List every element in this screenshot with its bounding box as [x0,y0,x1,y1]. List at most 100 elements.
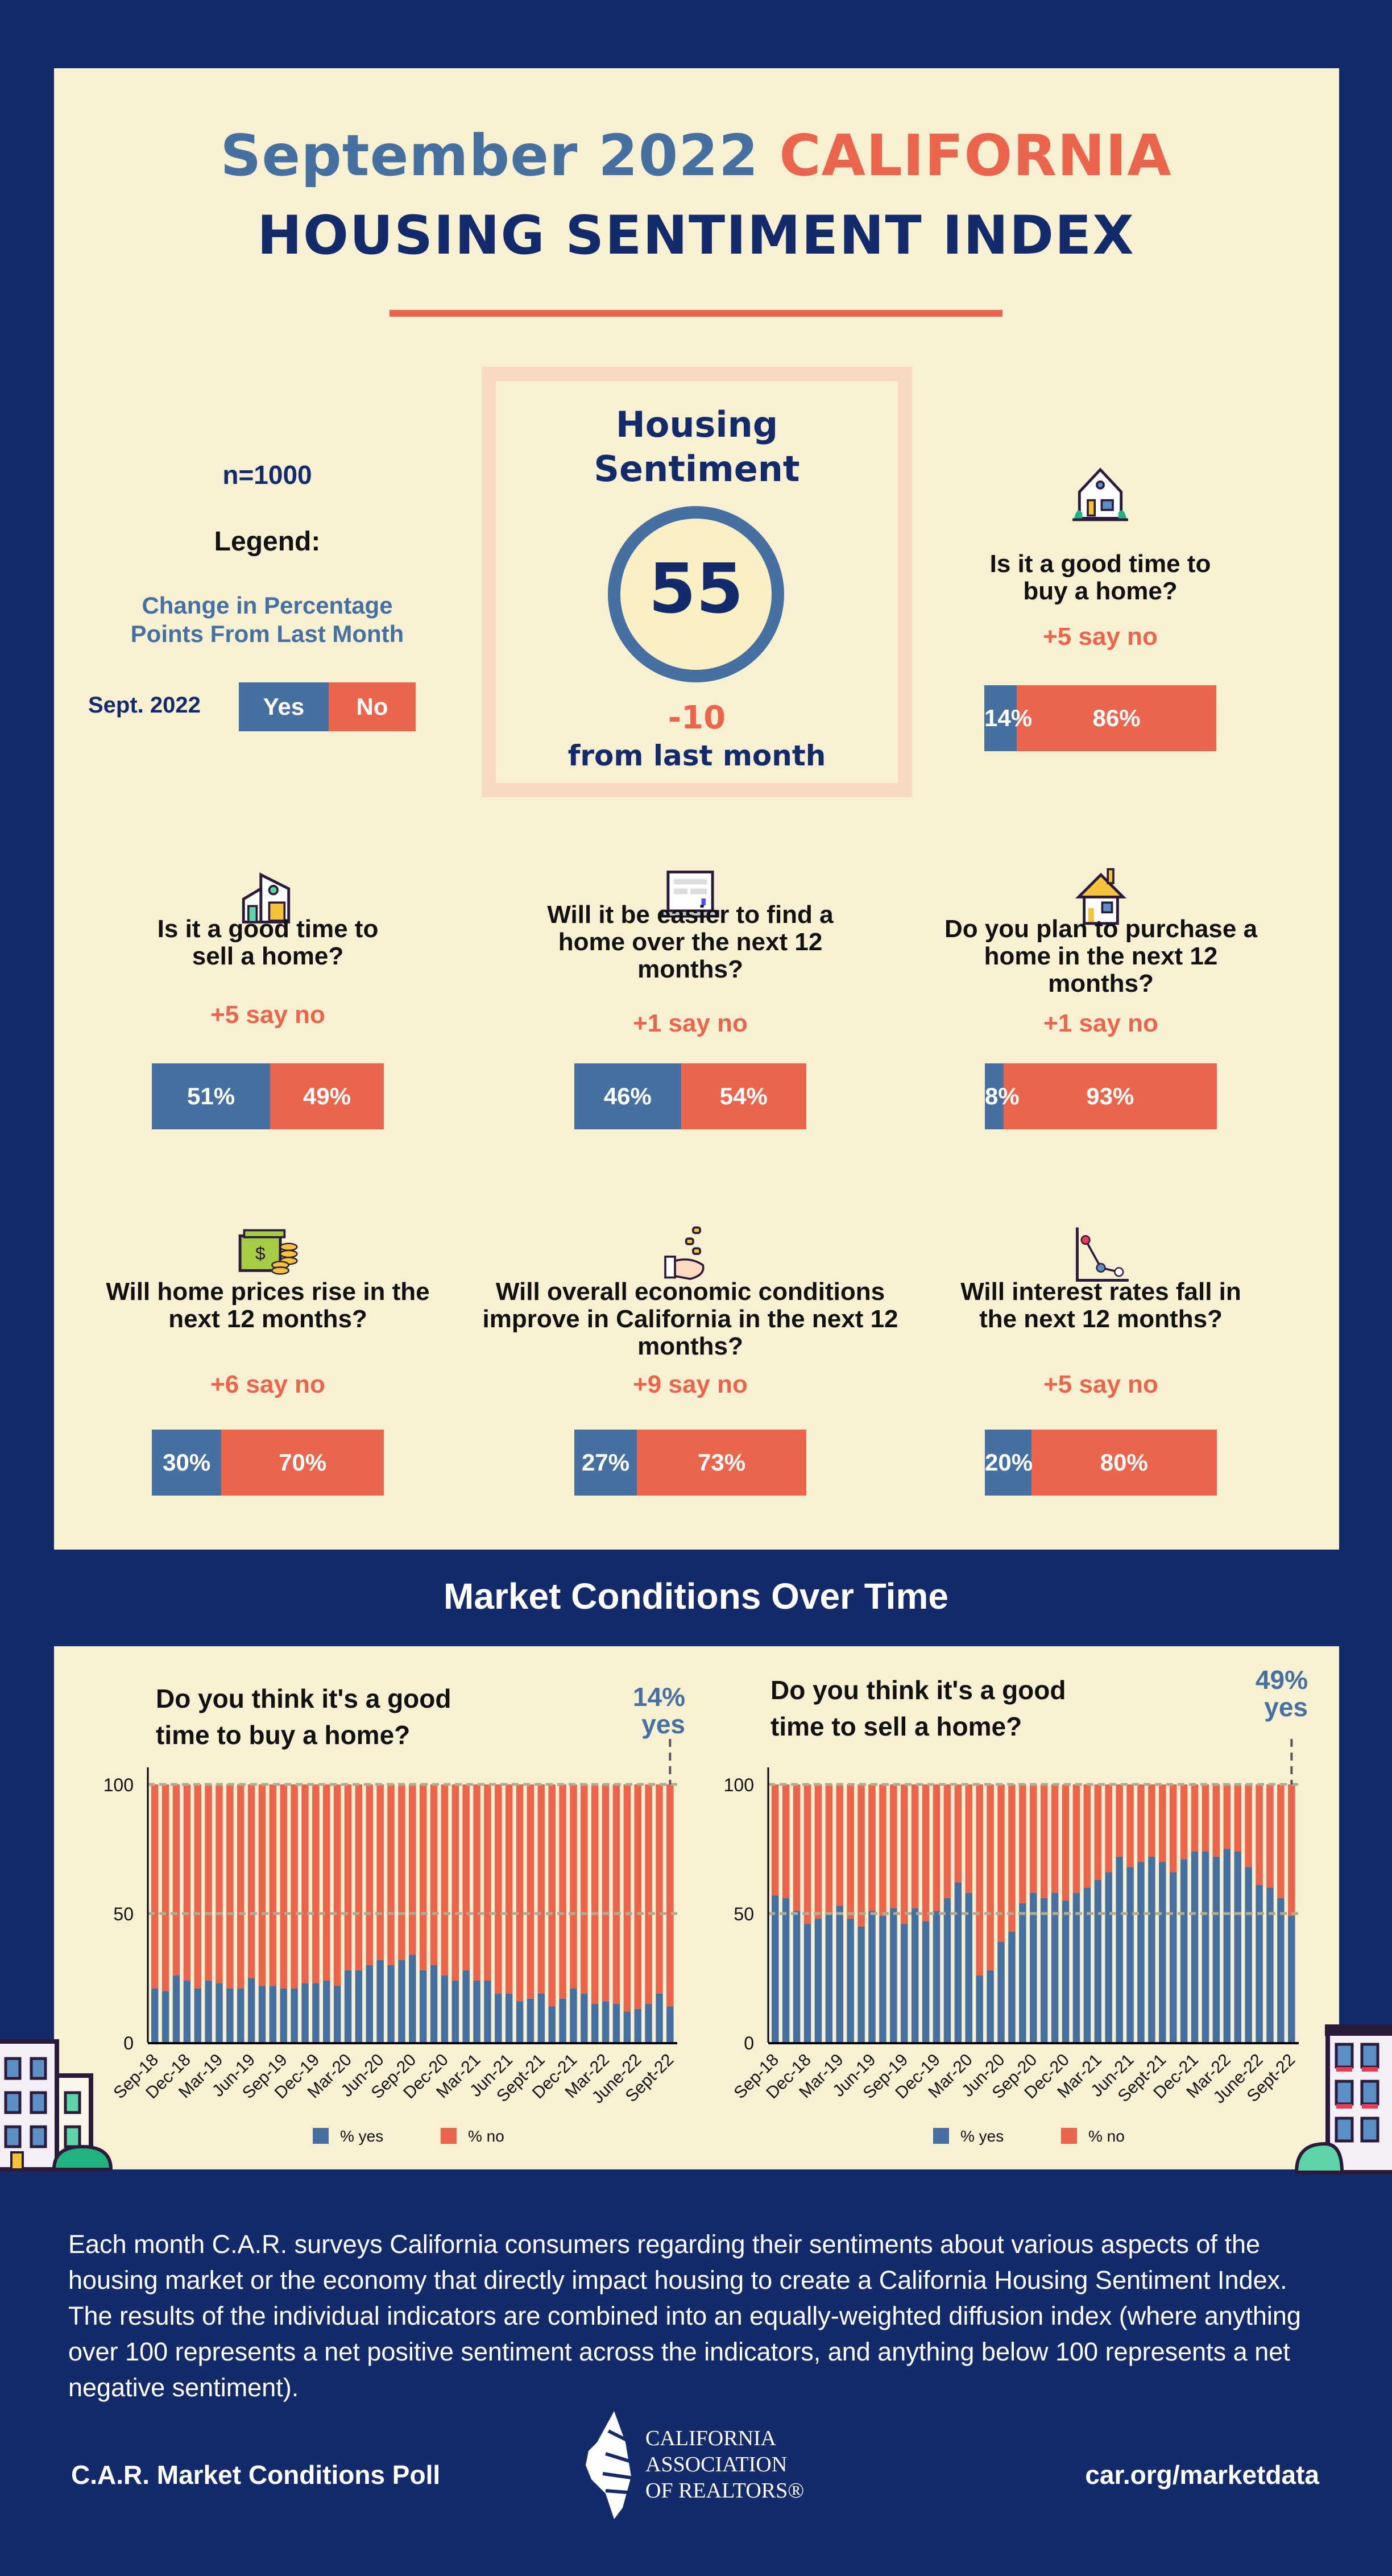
bar-no [194,1784,201,1989]
legend-label: % no [468,2127,504,2145]
legend-desc-line2: Points From Last Month [130,620,404,647]
bar-yes [376,1960,384,2043]
yes-segment: 27% [574,1430,637,1496]
bar-yes [656,1993,663,2043]
question-change: +1 say no [1043,1009,1158,1037]
bar-no [997,1784,1005,1942]
bar-no [879,1784,886,1916]
yes-label: 8% [985,1083,1020,1109]
title-divider [390,310,1002,317]
bar-no [634,1784,641,2009]
page-title-line1: September 2022 CALIFORNIA [0,122,1392,189]
bar-yes [1288,1916,1295,2043]
laptop-listing-icon [661,871,719,918]
svg-text:$: $ [255,1243,266,1264]
bar-no [868,1784,876,1911]
legend-swatch [1061,2128,1077,2144]
bar-no [570,1784,577,1989]
y-tick-label: 100 [724,1775,754,1795]
yes-label: 51% [187,1083,235,1109]
legend-period: Sept. 2022 [88,693,201,718]
bar-yes [570,1988,577,2043]
bar-no [965,1784,973,1893]
bar-no [387,1784,395,1965]
y-tick-label: 0 [744,2033,754,2053]
falling-chart-icon [1076,1227,1129,1282]
bar-no [301,1784,309,1983]
bar-no [1030,1784,1037,1893]
title-month: September 2022 [220,122,759,189]
bar-no [226,1784,234,1989]
bar-no [537,1784,545,1994]
bar-no [280,1784,287,1989]
bar-no [772,1784,779,1896]
bar-no [803,1784,811,1924]
question-change: +9 say no [633,1370,748,1398]
bar-yes [793,1911,801,2043]
bar-yes [537,1993,545,2043]
bar-no [247,1784,255,1978]
bar-no [1083,1784,1091,1888]
question-text: Do you plan to purchase a home in the ne… [944,915,1258,997]
question-result-bar: 46% 54% [574,1063,806,1129]
bar-no [205,1784,212,1981]
bar-yes [1245,1867,1252,2043]
question-text: Will it be easier to find a home over th… [547,901,834,983]
bar-yes [836,1906,843,2043]
bar-yes [312,1983,320,2043]
bar-yes [1191,1852,1199,2043]
bar-yes [782,1898,790,2043]
bar-no [793,1784,801,1911]
market-data-link[interactable]: car.org/marketdata [1085,2460,1319,2490]
bar-yes [398,1960,405,2043]
section-title: Market Conditions Over Time [444,1576,948,1617]
bar-yes [226,1988,234,2043]
bar-no [814,1784,822,1919]
legend-label: % yes [960,2127,1004,2145]
bar-yes [161,1991,169,2043]
bar-yes [172,1975,180,2043]
bar-no [836,1784,843,1906]
bar-yes [216,1983,223,2043]
bar-no [943,1784,951,1898]
legend-description: Change in Percentage Points From Last Mo… [80,591,455,648]
bar-no [548,1784,556,2007]
chart-title-line2: time to buy a home? [156,1720,411,1750]
bar-yes [1072,1892,1080,2043]
bar-no [1245,1784,1252,1867]
bar-no [1137,1784,1145,1862]
bar-no [409,1784,416,1955]
bar-yes [1019,1903,1026,2043]
bar-yes [772,1895,779,2043]
house-roof-icon [1075,868,1127,925]
bar-yes [473,1981,480,2043]
bar-yes [366,1965,374,2043]
bar-no [1223,1784,1231,1849]
bar-yes [901,1924,908,2043]
bar-yes [1266,1887,1274,2043]
bar-yes [1234,1852,1241,2043]
sentiment-gauge: 55 [608,506,784,682]
bar-no [911,1784,919,1908]
bar-no [1126,1784,1134,1867]
latest-value-annotation: 49% yes [1194,1666,1308,1721]
bar-no [825,1784,833,1914]
question-text: Is it a good time to buy a home? [989,550,1211,605]
legend-swatch [933,2128,949,2144]
money-coins-icon: $ [238,1229,298,1275]
house-icon [1072,467,1128,521]
chart-panel [54,1646,1339,2169]
bar-yes [194,1988,201,2043]
bar-yes [666,2006,674,2043]
sentiment-label-line2: Sentiment [594,448,800,490]
hand-coins-icon [664,1226,705,1280]
no-label: 70% [279,1449,327,1476]
bar-no [1234,1784,1241,1852]
bar-no [987,1784,994,1970]
bar-yes [419,1970,427,2043]
bar-no [527,1784,535,1999]
bar-no [954,1784,962,1883]
bar-yes [441,1975,449,2043]
yes-segment: 8% [985,1063,1020,1129]
chart-title: Do you think it's a good time to sell a h… [770,1672,1066,1745]
